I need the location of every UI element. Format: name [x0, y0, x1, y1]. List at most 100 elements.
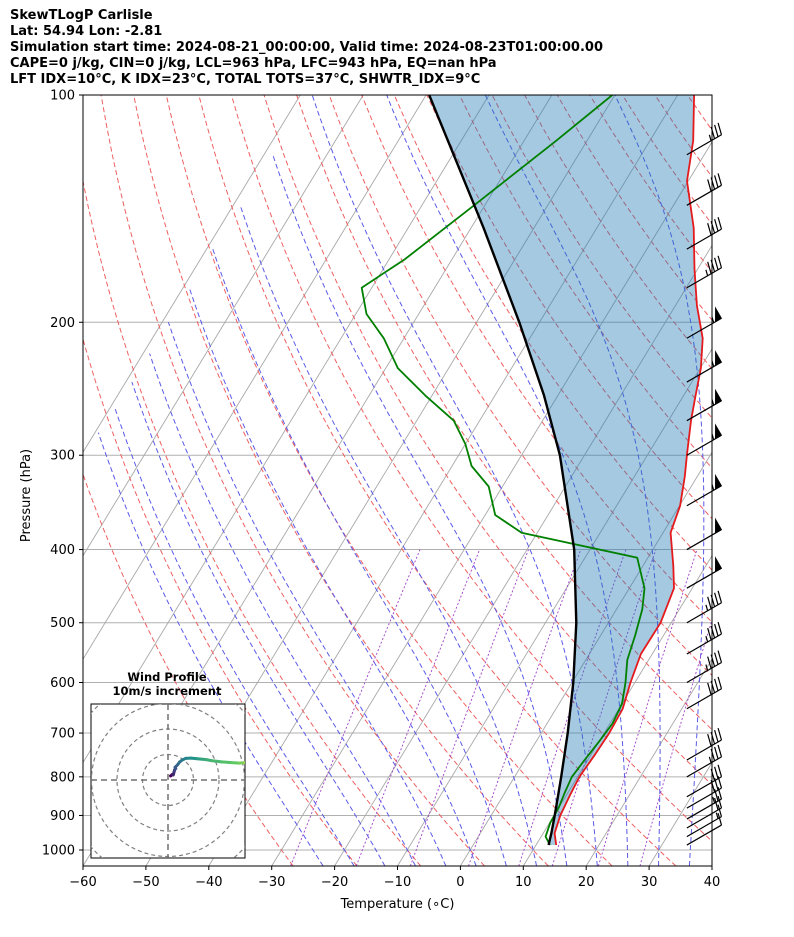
- y-tick-label: 200: [50, 316, 75, 331]
- wind-barb-staff: [686, 688, 722, 710]
- x-tick-label: 0: [456, 875, 464, 890]
- isotherm-line: [83, 95, 364, 557]
- wind-barb-feather: [717, 727, 723, 741]
- wind-barb-feather: [717, 122, 723, 135]
- wind-barb-half-feather: [708, 756, 712, 763]
- x-tick-label: 40: [704, 875, 721, 890]
- isotherm-line: [271, 141, 712, 866]
- wind-barb-half-feather: [705, 269, 709, 276]
- isotherm-line: [334, 244, 712, 866]
- moist-adiabat-line: [212, 248, 507, 866]
- chart-header: SkewTLogP Carlisle Lat: 54.94 Lon: -2.81…: [10, 8, 790, 88]
- wind-barb-staff: [686, 824, 722, 846]
- hodograph-trace-segment: [252, 758, 255, 759]
- wind-barb-feather: [717, 804, 723, 817]
- wind-barb-feather: [707, 596, 712, 609]
- time-line: Simulation start time: 2024-08-21_00:00:…: [10, 40, 603, 55]
- y-tick-label: 500: [50, 616, 75, 631]
- isotherm-line: [711, 865, 712, 866]
- mixing-ratio-line: [597, 549, 698, 866]
- dry-adiabat-line: [753, 95, 794, 866]
- wind-barb-feather: [707, 733, 712, 747]
- wind-barb-half-feather: [705, 664, 709, 671]
- y-tick-label: 100: [50, 89, 75, 104]
- hodograph-trace-segment: [255, 756, 260, 759]
- hodograph-title: Wind Profile 10m/s increment: [92, 670, 242, 698]
- axes: −60 −50 −40 −30 −20 −10 0 10 20 30 40 1000 900 800 700…: [19, 89, 720, 913]
- parcel-profile-line: [428, 95, 578, 846]
- background-lines: [83, 95, 794, 866]
- y-tick-label: 300: [50, 449, 75, 464]
- isotherm-line: [208, 95, 679, 866]
- y-tick-label: 600: [50, 676, 75, 691]
- wind-barb-feather: [714, 652, 719, 665]
- wind-barb-feather: [714, 746, 719, 759]
- dry-adiabat-line: [83, 178, 422, 866]
- wind-barb: [686, 590, 723, 624]
- hodograph: [90, 703, 260, 859]
- dry-adiabat-line: [100, 95, 485, 866]
- wind-barb-feather: [717, 676, 723, 689]
- y-tick-label: 1000: [42, 844, 75, 859]
- y-tick-label: 800: [50, 770, 75, 785]
- x-tick-label: 30: [641, 875, 658, 890]
- wind-barb-feather: [707, 223, 712, 236]
- wind-barb-staff: [686, 267, 722, 289]
- wind-barb: [686, 173, 723, 206]
- mixing-ratio-line: [551, 549, 657, 866]
- wind-barb-staff: [686, 816, 722, 838]
- wind-barb-feather: [714, 797, 719, 811]
- mixing-ratio-line: [639, 618, 712, 866]
- wind-barb: [686, 473, 723, 507]
- wind-barb: [686, 217, 723, 250]
- cape-line: CAPE=0 j/kg, CIN=0 j/kg, LCL=963 hPa, LF…: [10, 56, 497, 71]
- wind-barb-feather: [707, 656, 712, 669]
- wind-barb-staff: [686, 602, 722, 624]
- x-tick-label: −10: [384, 875, 411, 890]
- wind-barb: [686, 556, 723, 589]
- dry-adiabat-line: [720, 95, 794, 866]
- wind-barb: [686, 621, 723, 655]
- x-tick-label: 10: [515, 875, 532, 890]
- indices-line: LFT IDX=10°C, K IDX=23°C, TOTAL TOTS=37°…: [10, 72, 481, 87]
- dewpoint-line: [360, 95, 646, 846]
- moist-adiabat-line: [167, 322, 447, 866]
- wind-barb-feather: [707, 179, 712, 192]
- wind-barb-staff: [686, 184, 722, 206]
- wind-barb-feather: [714, 257, 719, 270]
- wind-barb-staff: [686, 739, 722, 761]
- dry-adiabat-line: [296, 95, 712, 731]
- wind-barb-staff: [686, 787, 722, 809]
- wind-barb-feather: [717, 650, 723, 663]
- wind-barb-staff: [686, 633, 722, 655]
- wind-barb-half-feather: [705, 635, 709, 643]
- wind-barb: [686, 795, 723, 829]
- mixing-ratio-line: [355, 549, 481, 866]
- hodograph-plot: [91, 704, 260, 858]
- wind-barb: [686, 764, 723, 798]
- wind-barb-half-feather: [705, 604, 709, 611]
- y-tick-label: 400: [50, 543, 75, 558]
- wind-barb-feather: [717, 217, 723, 230]
- wind-barb-feather: [714, 729, 719, 743]
- y-tick-label: 700: [50, 727, 75, 742]
- dry-adiabat-line: [198, 95, 677, 866]
- wind-barb-flag: [715, 517, 723, 534]
- wind-barb: [686, 350, 723, 383]
- wind-barb-staff: [686, 661, 722, 684]
- wind-barb-feather: [717, 795, 723, 809]
- dry-adiabat-line: [165, 95, 613, 866]
- hodograph-trace-segment: [209, 759, 224, 764]
- isotherm-line: [585, 658, 712, 866]
- x-tick-label: −20: [321, 875, 348, 890]
- dry-adiabat-line: [328, 95, 712, 677]
- title-line: SkewTLogP Carlisle: [10, 8, 153, 23]
- wind-barb-feather: [717, 812, 723, 826]
- hodograph-trace-segment: [248, 760, 252, 762]
- y-tick-label: 900: [50, 809, 75, 824]
- wind-barb-half-feather: [715, 812, 719, 819]
- wind-barb-flag: [715, 306, 723, 323]
- wind-barb-feather: [714, 592, 719, 605]
- isotherm-line: [83, 95, 301, 454]
